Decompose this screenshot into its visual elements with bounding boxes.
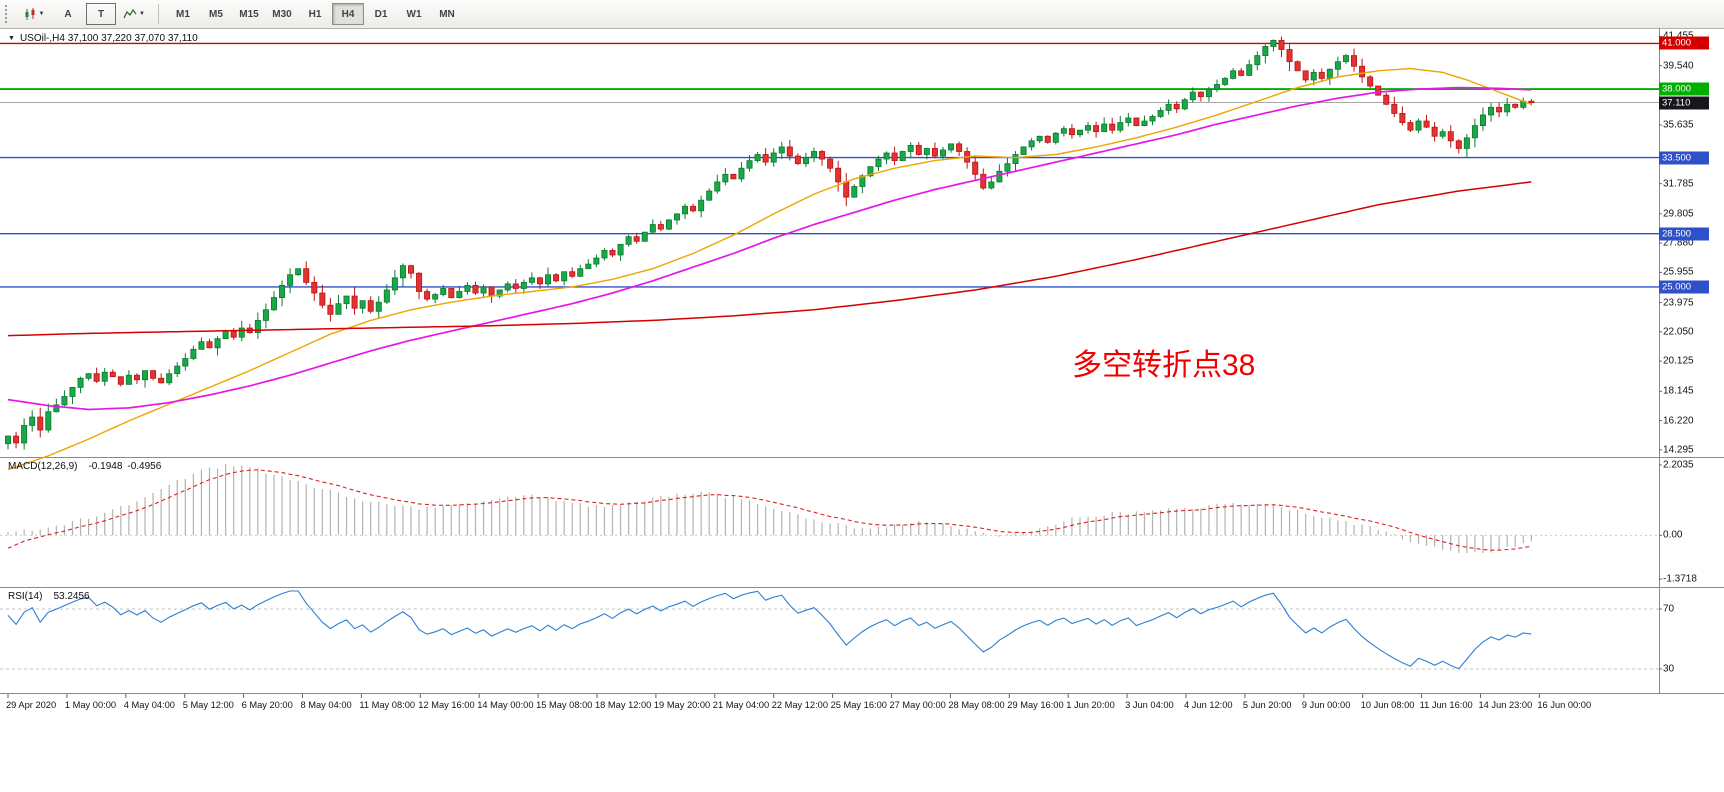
indicator-line-icon (123, 8, 137, 19)
macd-signal-line (7, 469, 1532, 551)
text-tool-button[interactable]: T (86, 3, 116, 25)
candles-layer (5, 36, 1535, 450)
candlestick-chart-icon (25, 7, 35, 20)
chart-canvas[interactable] (0, 28, 1724, 792)
macd-layer (0, 464, 1659, 554)
timeframe-m5[interactable]: M5 (209, 8, 223, 20)
timeframe-h4[interactable]: H4 (332, 3, 364, 25)
timeframe-m30[interactable]: M30 (272, 8, 292, 20)
ma-fast-line (7, 67, 1532, 471)
timeframe-mn[interactable]: MN (439, 8, 455, 20)
timeframe-m15[interactable]: M15 (239, 8, 259, 20)
toolbar: ▼ A T ▼ M1 M5 M15 M30 H1 H4 D1 W1 MN (0, 0, 1724, 29)
chevron-down-icon: ▼ (139, 11, 145, 17)
ma-slow-line (7, 181, 1532, 337)
timeframe-w1[interactable]: W1 (406, 8, 422, 20)
chevron-down-icon: ▼ (38, 11, 45, 17)
timeframe-d1[interactable]: D1 (374, 8, 388, 20)
chart-window: ▼ USOil-,H4 37,100 37,220 37,070 37,110 … (0, 28, 1724, 792)
toolbar-grip[interactable] (5, 5, 12, 23)
timeframe-group: M1 M5 M15 M30 H1 H4 D1 W1 MN (167, 3, 463, 25)
toolbar-separator (158, 4, 159, 24)
ma-medium-line (7, 86, 1532, 411)
rsi-layer (0, 590, 1659, 670)
indicators-button[interactable]: ▼ (118, 3, 150, 25)
timeframe-m1[interactable]: M1 (176, 8, 190, 20)
chart-type-button[interactable]: ▼ (18, 3, 50, 25)
arrow-tool-button[interactable]: A (64, 8, 72, 20)
rsi-line (7, 590, 1532, 670)
timeframe-h1[interactable]: H1 (308, 8, 322, 20)
